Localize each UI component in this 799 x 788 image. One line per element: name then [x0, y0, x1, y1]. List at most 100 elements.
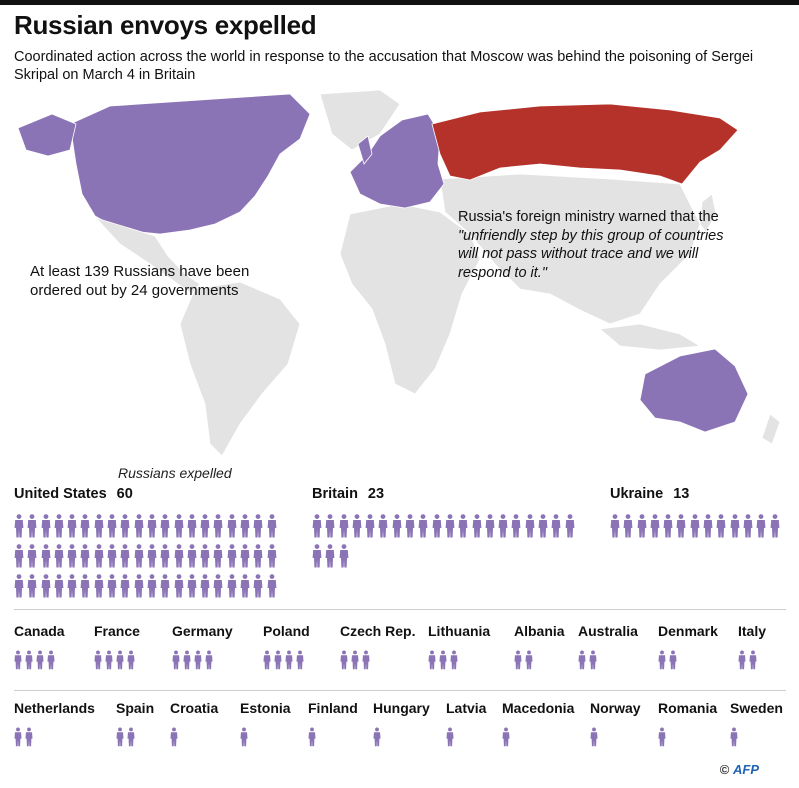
person-figure-icon — [81, 514, 90, 538]
person-figure-icon — [107, 574, 117, 598]
country-block: Sweden — [730, 700, 783, 748]
person-figure-icon — [174, 514, 183, 538]
person-figure-icon — [450, 650, 458, 670]
person-figure-icon — [14, 727, 22, 747]
country-block: Italy — [738, 623, 766, 671]
person-figure-icon — [738, 650, 746, 670]
person-figure-icon — [405, 514, 415, 538]
person-figure-icon — [227, 544, 237, 568]
country-block-britain: Britain 23 — [312, 486, 582, 574]
credit: © AFP — [720, 762, 759, 777]
person-figure-icon — [578, 650, 586, 670]
country-block: Finland — [308, 700, 358, 748]
country-name: Albania — [514, 623, 565, 639]
person-figure-icon — [339, 514, 348, 538]
person-figure-icon — [94, 544, 104, 568]
person-figure-icon — [373, 727, 381, 747]
person-figure-icon — [253, 574, 263, 598]
person-figure-icon — [147, 544, 157, 568]
person-figure-icon — [296, 650, 304, 670]
person-figure-icon — [253, 514, 263, 538]
person-figure-icon — [658, 650, 666, 670]
country-name: Norway — [590, 700, 641, 716]
country-name: Denmark — [658, 623, 718, 639]
person-figure-icon — [538, 514, 548, 538]
country-name: Romania — [658, 700, 718, 716]
person-figure-icon — [14, 574, 24, 598]
person-figure-icon — [172, 650, 180, 670]
person-figure-icon — [677, 514, 686, 538]
figure-grid — [312, 514, 582, 574]
person-figure-icon — [205, 650, 213, 670]
person-figure-icon — [67, 544, 77, 568]
figure-group — [502, 726, 574, 748]
country-block: France — [94, 623, 140, 671]
person-figure-icon — [27, 574, 37, 598]
country-block: Australia — [578, 623, 638, 671]
country-name: Sweden — [730, 700, 783, 716]
person-figure-icon — [187, 514, 197, 538]
person-figure-icon — [716, 514, 726, 538]
divider-1 — [14, 609, 786, 610]
country-block: Germany — [172, 623, 233, 671]
country-block: Poland — [263, 623, 310, 671]
person-figure-icon — [362, 650, 370, 670]
country-name: Poland — [263, 623, 310, 639]
person-figure-icon — [116, 727, 124, 747]
person-figure-icon — [25, 650, 33, 670]
person-figure-icon — [502, 727, 510, 747]
person-figure-icon — [285, 650, 293, 670]
person-figure-icon — [551, 514, 561, 538]
person-figure-icon — [14, 650, 22, 670]
person-figure-icon — [187, 574, 197, 598]
person-figure-icon — [498, 514, 508, 538]
person-figure-icon — [47, 650, 55, 670]
person-figure-icon — [730, 514, 740, 538]
country-block: Spain — [116, 700, 154, 748]
person-figure-icon — [472, 514, 481, 538]
new-zealand-land — [761, 413, 781, 445]
person-figure-icon — [67, 514, 77, 538]
person-figure-icon — [67, 574, 77, 598]
country-count: 23 — [367, 486, 385, 502]
person-figure-icon — [485, 514, 495, 538]
figure-group — [240, 726, 291, 748]
person-figure-icon — [263, 650, 271, 670]
asia-land — [439, 173, 701, 325]
top-rule — [0, 0, 799, 5]
person-figure-icon — [214, 514, 223, 538]
person-figure-icon — [658, 727, 666, 747]
person-figure-icon — [445, 514, 455, 538]
person-figure-icon — [147, 574, 157, 598]
figure-group — [428, 649, 490, 671]
country-block: Latvia — [446, 700, 486, 748]
africa-land — [339, 203, 481, 395]
figure-group — [590, 726, 641, 748]
person-figure-icon — [340, 650, 348, 670]
country-block: Denmark — [658, 623, 718, 671]
person-figure-icon — [669, 650, 677, 670]
legend-caption: Russians expelled — [118, 465, 232, 481]
person-figure-icon — [94, 514, 104, 538]
person-figure-icon — [194, 650, 202, 670]
country-name: Latvia — [446, 700, 487, 716]
person-figure-icon — [170, 727, 178, 747]
person-figure-icon — [514, 650, 522, 670]
figure-group — [170, 726, 218, 748]
person-figure-icon — [174, 544, 183, 568]
person-figure-icon — [27, 544, 37, 568]
person-figure-icon — [439, 650, 447, 670]
country-block: Hungary — [373, 700, 430, 748]
person-figure-icon — [160, 514, 170, 538]
person-figure-icon — [690, 514, 700, 538]
ministry-callout: Russia's foreign ministry warned that th… — [458, 208, 738, 282]
country-name: Italy — [738, 623, 767, 639]
person-figure-icon — [240, 544, 250, 568]
person-figure-icon — [116, 650, 124, 670]
figure-group — [94, 649, 140, 671]
britain-land — [357, 135, 373, 165]
country-name: France — [94, 623, 140, 639]
person-figure-icon — [134, 574, 144, 598]
person-figure-icon — [525, 650, 533, 670]
person-figure-icon — [54, 544, 64, 568]
